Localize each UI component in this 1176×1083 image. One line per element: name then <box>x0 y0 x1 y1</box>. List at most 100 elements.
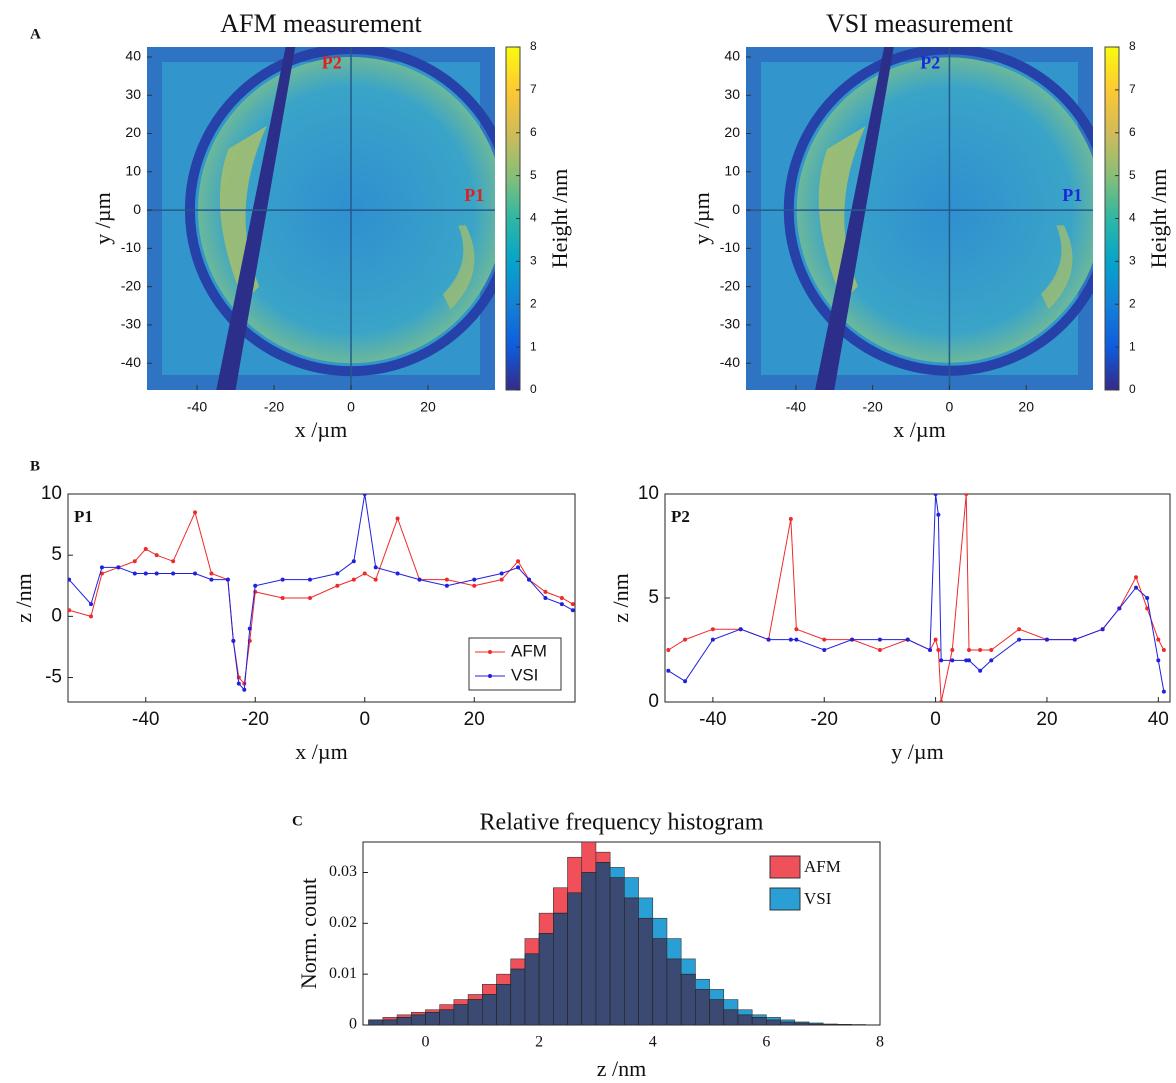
y-tick-label: 20 <box>724 124 740 140</box>
data-point <box>933 637 938 642</box>
colorbar-tick-label: 3 <box>530 254 537 268</box>
data-point <box>362 571 367 576</box>
data-point <box>280 596 285 600</box>
image-layer <box>746 47 1093 390</box>
x-tick-label: 6 <box>762 1034 770 1051</box>
data-point <box>209 577 214 582</box>
data-point <box>978 648 983 652</box>
heatmap-image <box>746 47 1093 390</box>
y-tick-label: 10 <box>638 483 659 504</box>
y-tick-label: -20 <box>720 277 740 293</box>
colorbar-tick-label: 3 <box>1129 254 1136 268</box>
bar-overlap <box>410 1014 426 1026</box>
colorbar-tick-label: 0 <box>530 382 537 396</box>
data-point <box>395 571 400 576</box>
colorbar-label: Height /nm <box>547 169 572 269</box>
data-point <box>143 571 148 576</box>
x-axis-label: x /µm <box>295 739 347 764</box>
y-tick-label: 0 <box>349 1016 357 1033</box>
colorbar-tick-label: 1 <box>1129 339 1136 353</box>
data-point <box>850 637 855 642</box>
bar-overlap <box>822 1024 838 1026</box>
bar-overlap <box>638 917 654 1026</box>
data-point <box>351 559 356 564</box>
annotation: P2 <box>671 507 690 526</box>
bar-overlap <box>524 953 540 1026</box>
bar-overlap <box>766 1019 781 1026</box>
x-tick-label: -40 <box>132 709 159 730</box>
heatmap-image <box>147 47 495 390</box>
colorbar-label: Height /nm <box>1146 169 1171 269</box>
data-point <box>964 494 969 496</box>
x-tick-label: 2 <box>535 1034 543 1051</box>
data-point <box>193 510 198 515</box>
bar-overlap <box>510 968 526 1026</box>
data-point <box>99 571 104 576</box>
x-tick-label: 20 <box>464 709 485 730</box>
data-point <box>683 679 688 684</box>
x-axis-label: x /µm <box>893 417 945 442</box>
x-axis-label: y /µm <box>891 739 943 764</box>
y-tick-label: 30 <box>724 86 740 102</box>
data-point <box>253 583 258 588</box>
scratch <box>216 47 296 390</box>
data-point <box>225 577 230 582</box>
y-axis-label: z /nm <box>11 573 36 623</box>
scratch <box>815 47 894 390</box>
colorbar-tick-label: 5 <box>1129 168 1136 182</box>
bar-overlap <box>581 872 597 1026</box>
title: Relative frequency histogram <box>480 810 764 836</box>
y-axis-label: y /µm <box>689 192 714 244</box>
x-tick-label: -20 <box>264 399 284 415</box>
data-point <box>99 565 104 570</box>
data-point <box>989 648 994 652</box>
y-axis-label: y /µm <box>90 192 115 244</box>
colorbar-tick-label: 6 <box>530 125 537 139</box>
data-point <box>877 648 882 652</box>
x-tick-label: 8 <box>876 1034 884 1051</box>
x-tick-label: 0 <box>930 709 941 730</box>
data-point <box>822 637 827 642</box>
y-tick-label: 5 <box>51 544 62 565</box>
data-point <box>559 596 564 600</box>
data-point <box>936 648 941 652</box>
y-axis-label: Norm. count <box>296 878 321 989</box>
plot-area <box>664 493 1171 703</box>
bar-overlap <box>453 1004 469 1026</box>
bar-overlap <box>553 912 568 1026</box>
bar-overlap <box>382 1019 398 1026</box>
y-tick-label: 0.01 <box>329 965 357 982</box>
colorbar-tick-label: 8 <box>1129 39 1136 53</box>
x-tick-label: 0 <box>347 399 355 415</box>
bar-overlap <box>595 862 611 1026</box>
data-point <box>1044 637 1049 642</box>
data-point <box>666 668 671 673</box>
bar-overlap <box>737 1014 753 1026</box>
data-point <box>231 638 236 643</box>
data-point <box>936 512 941 517</box>
colorbar-tick-label: 7 <box>1129 82 1136 96</box>
data-point <box>1017 637 1022 642</box>
y-tick-label: -10 <box>720 239 740 255</box>
colorbar-tick-label: 2 <box>1129 296 1136 310</box>
bar-overlap <box>709 999 725 1026</box>
data-point <box>154 571 159 576</box>
data-point <box>143 547 148 552</box>
data-point <box>543 589 548 594</box>
bar-overlap <box>439 1009 455 1026</box>
bar-overlap <box>652 938 668 1026</box>
bar-overlap <box>751 1017 767 1026</box>
y-tick-label: 10 <box>41 483 62 504</box>
bar-overlap <box>780 1021 796 1026</box>
x-tick-label: -40 <box>187 399 207 415</box>
annotation: P2 <box>920 53 940 73</box>
y-tick-label: -30 <box>720 316 740 332</box>
bright-region <box>442 225 475 310</box>
bar-overlap <box>467 999 483 1026</box>
data-point <box>543 596 548 600</box>
bar <box>851 1024 867 1026</box>
data-point <box>683 637 688 642</box>
x-tick-label: -40 <box>786 399 806 415</box>
data-point <box>68 577 72 582</box>
plot-layer <box>68 494 575 692</box>
